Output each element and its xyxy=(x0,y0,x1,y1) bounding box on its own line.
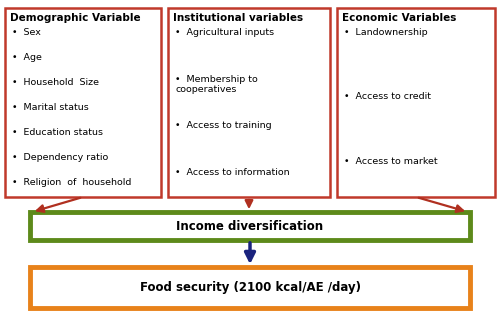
Bar xyxy=(168,8,330,197)
Text: Food security (2100 kcal/AE /day): Food security (2100 kcal/AE /day) xyxy=(140,281,360,294)
Text: •  Religion  of  household: • Religion of household xyxy=(12,178,132,187)
Text: •  Landownership: • Landownership xyxy=(344,28,428,37)
Text: •  Access to market: • Access to market xyxy=(344,157,438,166)
Text: •  Agricultural inputs: • Agricultural inputs xyxy=(175,28,274,37)
Bar xyxy=(5,8,161,197)
Bar xyxy=(337,8,495,197)
Bar xyxy=(30,212,470,240)
Text: •  Marital status: • Marital status xyxy=(12,103,89,112)
Text: •  Sex: • Sex xyxy=(12,28,41,37)
Text: •  Household  Size: • Household Size xyxy=(12,78,99,87)
Text: •  Access to training: • Access to training xyxy=(175,121,272,130)
Text: Economic Variables: Economic Variables xyxy=(342,13,456,23)
Text: Income diversification: Income diversification xyxy=(176,220,324,232)
Text: •  Access to information: • Access to information xyxy=(175,168,290,177)
Text: Institutional variables: Institutional variables xyxy=(173,13,303,23)
Text: •  Membership to
cooperatives: • Membership to cooperatives xyxy=(175,75,258,94)
Text: •  Access to credit: • Access to credit xyxy=(344,92,431,101)
Text: •  Education status: • Education status xyxy=(12,128,103,137)
Text: •  Age: • Age xyxy=(12,53,42,62)
Text: Demographic Variable: Demographic Variable xyxy=(10,13,140,23)
Bar xyxy=(30,267,470,308)
Text: •  Dependency ratio: • Dependency ratio xyxy=(12,153,108,162)
